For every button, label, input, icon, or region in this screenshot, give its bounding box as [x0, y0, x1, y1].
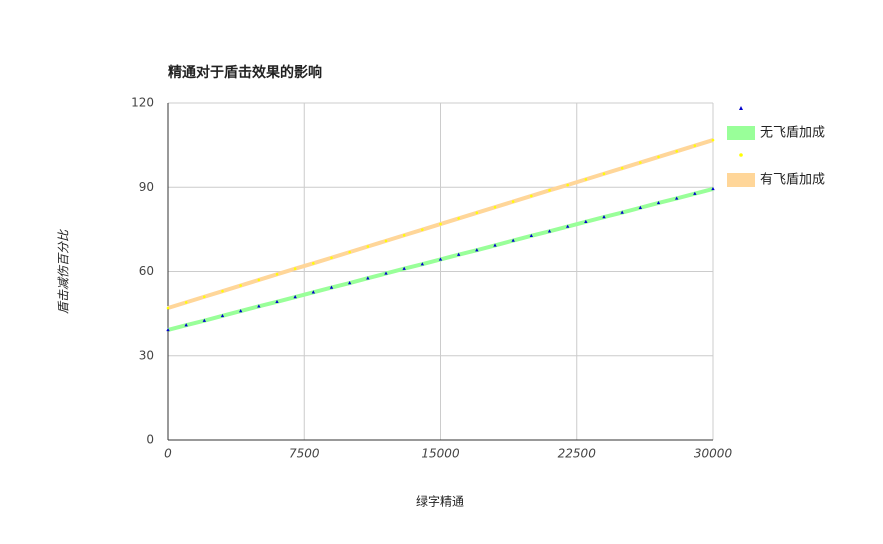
legend-swatch: [727, 126, 755, 140]
point: [693, 191, 697, 195]
point: [439, 222, 442, 226]
point: [547, 229, 552, 233]
y-tick-label: 30: [139, 348, 154, 362]
point: [602, 215, 606, 219]
point: [312, 262, 315, 265]
point: [184, 323, 188, 327]
point: [620, 166, 624, 170]
point: [238, 309, 243, 313]
point: [548, 189, 551, 192]
point: [348, 250, 351, 254]
point: [657, 155, 660, 159]
y-tick-label: 90: [139, 180, 154, 194]
point: [384, 271, 388, 275]
point: [511, 200, 515, 203]
point: [711, 138, 715, 142]
point: [656, 200, 661, 205]
x-tick-label: 15000: [421, 447, 460, 461]
legend-marker: [739, 153, 743, 157]
point: [221, 289, 224, 293]
point: [239, 284, 242, 287]
point: [475, 248, 479, 252]
y-axis-title: 盾击减伤百分比: [57, 229, 71, 314]
point: [384, 239, 388, 243]
point: [257, 304, 261, 308]
x-tick-label: 22500: [558, 447, 597, 461]
point: [620, 210, 624, 214]
point: [475, 211, 479, 215]
point: [674, 196, 679, 200]
point: [565, 224, 570, 228]
point: [584, 219, 588, 223]
point: [293, 295, 297, 299]
x-tick-label: 7500: [289, 447, 320, 461]
point: [166, 306, 170, 310]
point: [456, 252, 461, 256]
point: [275, 299, 279, 304]
point: [566, 183, 569, 187]
y-tick-label: 120: [131, 96, 154, 110]
legend-marker: [739, 106, 743, 110]
point: [639, 161, 642, 164]
point: [202, 318, 207, 322]
point: [511, 238, 515, 242]
x-tick-label: 30000: [694, 447, 733, 461]
point: [203, 295, 206, 299]
legend-label: 无飞盾加成: [760, 126, 825, 141]
point: [420, 262, 425, 266]
point: [257, 278, 261, 282]
point: [220, 313, 225, 318]
point: [584, 178, 588, 181]
point: [493, 205, 497, 209]
point: [347, 281, 352, 285]
point: [329, 285, 334, 289]
point: [530, 194, 533, 198]
point: [421, 228, 424, 231]
point: [293, 267, 297, 270]
point: [275, 273, 279, 276]
point: [184, 301, 188, 304]
chart-title: 精通对于盾击效果的影响: [168, 64, 322, 81]
point: [311, 290, 316, 294]
point: [457, 217, 460, 220]
point: [366, 276, 370, 280]
legend-label: 有飞盾加成: [760, 173, 825, 188]
y-tick-label: 60: [139, 264, 154, 278]
x-axis-title: 绿字精通: [416, 494, 464, 509]
point: [675, 150, 678, 153]
point: [711, 186, 715, 191]
point: [402, 266, 406, 270]
legend-swatch: [727, 173, 755, 187]
point: [366, 245, 370, 248]
x-tick-label: 0: [164, 447, 172, 461]
point: [166, 327, 170, 332]
point: [493, 243, 497, 247]
point: [438, 257, 443, 261]
point: [402, 233, 406, 237]
point: [330, 256, 333, 260]
y-tick-label: 0: [146, 433, 154, 447]
point: [693, 144, 697, 147]
point: [602, 172, 606, 176]
point: [529, 233, 534, 238]
point: [638, 205, 643, 209]
